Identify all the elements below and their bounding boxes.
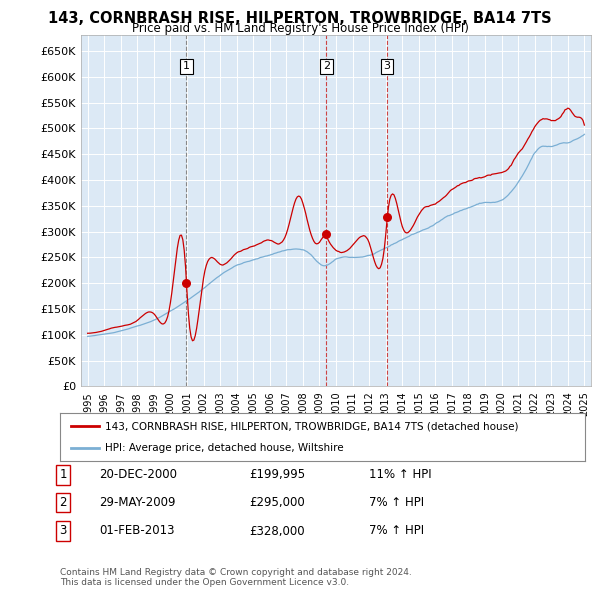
Point	[322, 230, 331, 239]
Text: 3: 3	[383, 61, 391, 71]
Text: 7% ↑ HPI: 7% ↑ HPI	[369, 525, 424, 537]
Point	[382, 212, 392, 222]
Text: £199,995: £199,995	[249, 468, 305, 481]
Point	[182, 278, 191, 288]
Text: 20-DEC-2000: 20-DEC-2000	[99, 468, 177, 481]
Text: 2: 2	[59, 496, 67, 509]
Text: £295,000: £295,000	[249, 496, 305, 509]
Text: 29-MAY-2009: 29-MAY-2009	[99, 496, 176, 509]
Text: Price paid vs. HM Land Registry's House Price Index (HPI): Price paid vs. HM Land Registry's House …	[131, 22, 469, 35]
Text: 7% ↑ HPI: 7% ↑ HPI	[369, 496, 424, 509]
Text: 2: 2	[323, 61, 330, 71]
Text: Contains HM Land Registry data © Crown copyright and database right 2024.
This d: Contains HM Land Registry data © Crown c…	[60, 568, 412, 587]
Text: HPI: Average price, detached house, Wiltshire: HPI: Average price, detached house, Wilt…	[104, 443, 343, 453]
Text: £328,000: £328,000	[249, 525, 305, 537]
Text: 01-FEB-2013: 01-FEB-2013	[99, 525, 175, 537]
Text: 3: 3	[59, 525, 67, 537]
Text: 1: 1	[183, 61, 190, 71]
Text: 1: 1	[59, 468, 67, 481]
Text: 11% ↑ HPI: 11% ↑ HPI	[369, 468, 431, 481]
Text: 143, CORNBRASH RISE, HILPERTON, TROWBRIDGE, BA14 7TS: 143, CORNBRASH RISE, HILPERTON, TROWBRID…	[48, 11, 552, 25]
Text: 143, CORNBRASH RISE, HILPERTON, TROWBRIDGE, BA14 7TS (detached house): 143, CORNBRASH RISE, HILPERTON, TROWBRID…	[104, 421, 518, 431]
